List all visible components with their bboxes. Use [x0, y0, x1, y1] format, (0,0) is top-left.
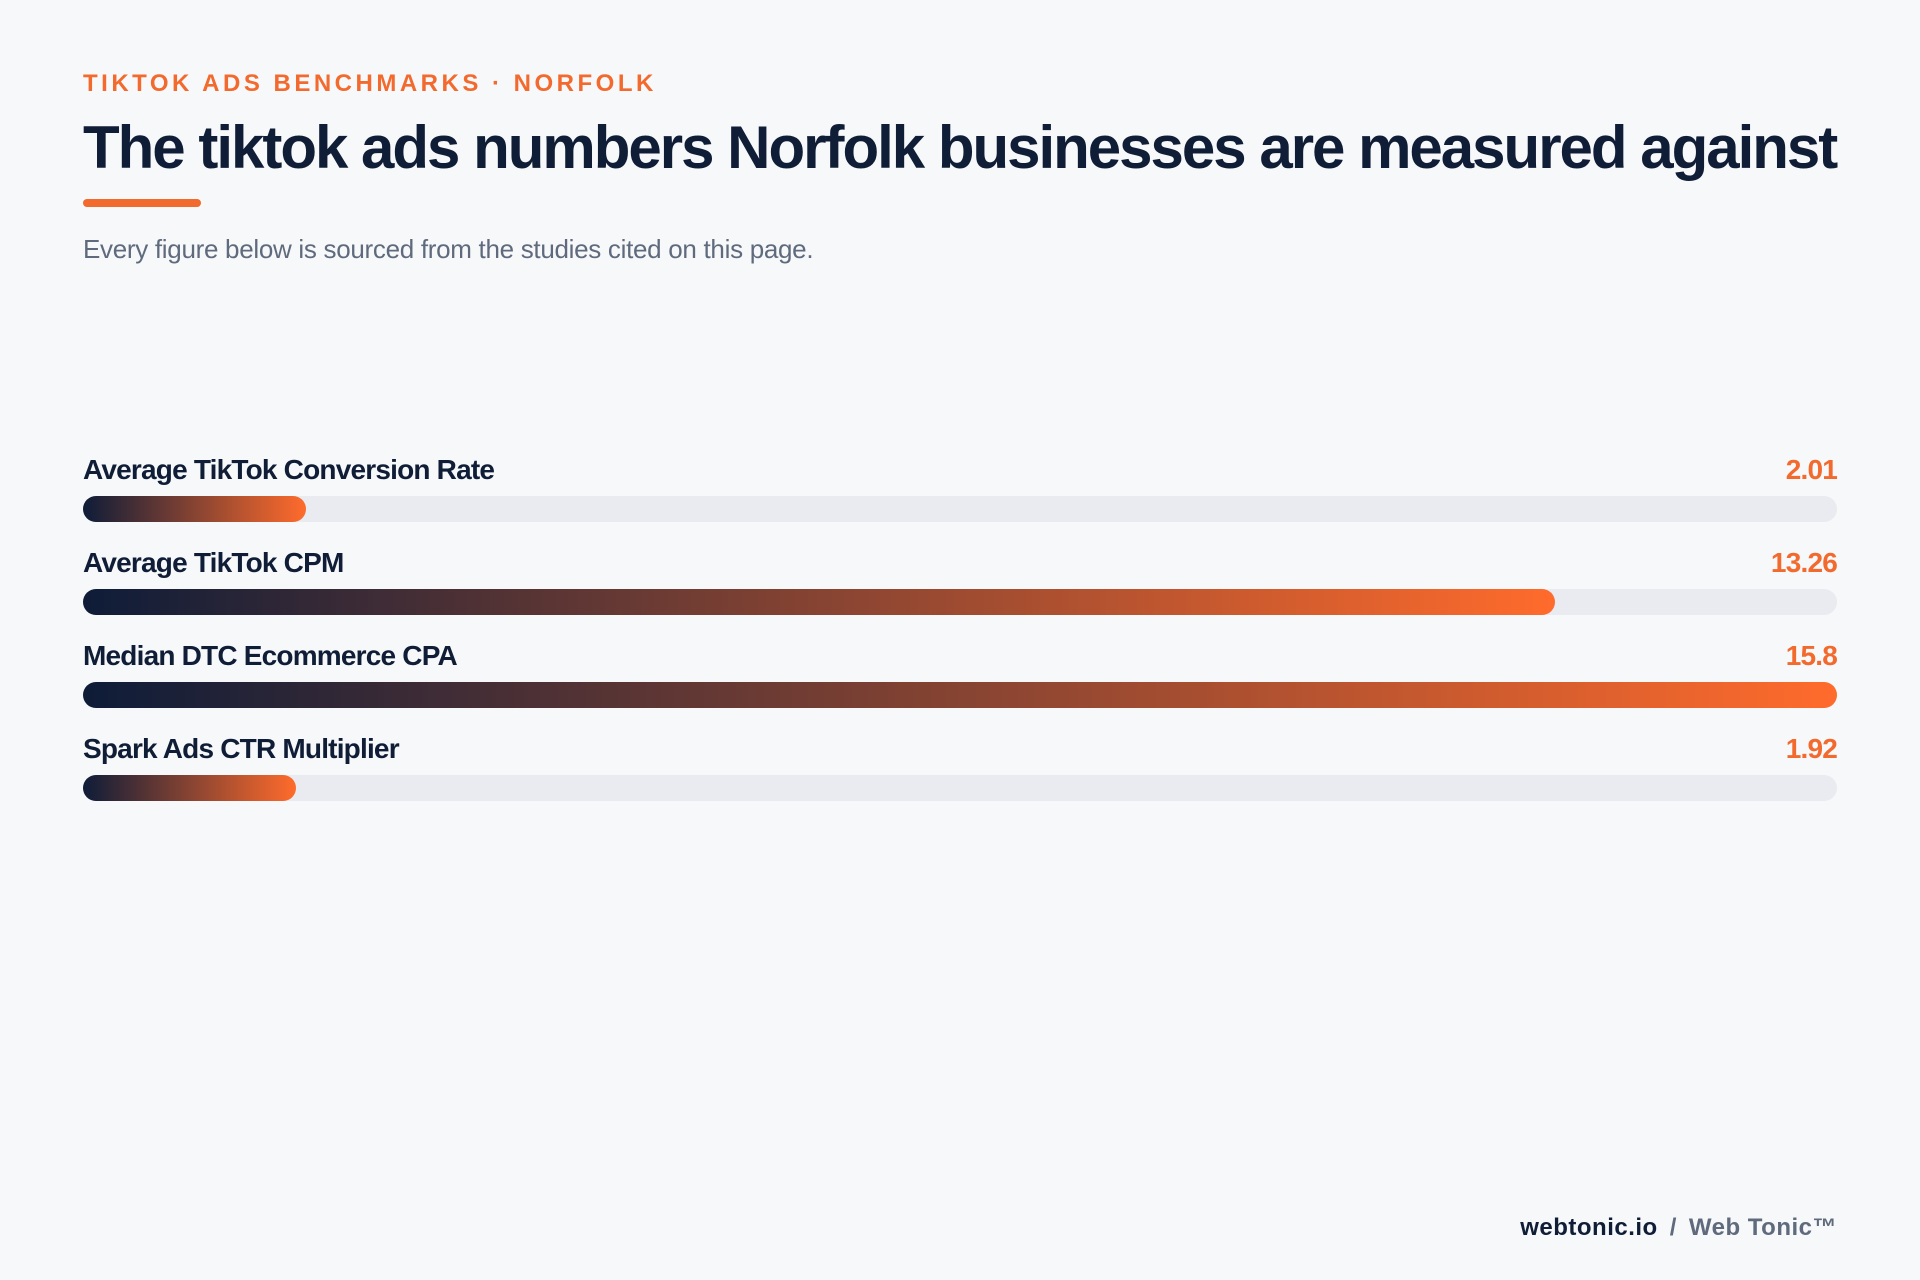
footer-site: webtonic.io [1520, 1214, 1658, 1241]
bar-row: Average TikTok CPM 13.26 [83, 541, 1838, 634]
title-accent-rule [83, 199, 201, 207]
bar [83, 589, 1556, 615]
page-subtitle: Every figure below is sourced from the s… [83, 234, 814, 264]
bar-value-label: 15.8 [1785, 640, 1838, 671]
bar [83, 775, 297, 801]
bar-track [83, 589, 1837, 615]
bar-track [83, 682, 1837, 708]
bar-value-label: 2.01 [1785, 454, 1838, 485]
bar-track [83, 496, 1837, 522]
footer-credit: webtonic.io / Web Tonic™ [1520, 1214, 1837, 1242]
bar-row: Spark Ads CTR Multiplier 1.92 [83, 727, 1838, 820]
bar-track [83, 775, 1837, 801]
footer-separator: / [1669, 1214, 1677, 1241]
bar-chart: Average TikTok Conversion Rate 2.01 Averag… [83, 448, 1838, 820]
bar-row: Median DTC Ecommerce CPA 15.8 [83, 634, 1838, 727]
bar [83, 682, 1837, 708]
bar-label: Median DTC Ecommerce CPA [83, 640, 458, 671]
bar-label: Spark Ads CTR Multiplier [83, 733, 400, 764]
footer-brand: Web Tonic™ [1688, 1214, 1837, 1241]
bar-label: Average TikTok CPM [83, 547, 344, 578]
bar-value-label: 1.92 [1785, 733, 1838, 764]
bar-value-label: 13.26 [1770, 547, 1838, 578]
bar [83, 496, 307, 522]
bar-label: Average TikTok Conversion Rate [83, 454, 495, 485]
header-kicker: TIKTOK ADS BENCHMARKS · NORFOLK [83, 70, 657, 97]
page-title: The tiktok ads numbers Norfolk businesse… [83, 114, 1838, 181]
bar-row: Average TikTok Conversion Rate 2.01 [83, 448, 1838, 541]
